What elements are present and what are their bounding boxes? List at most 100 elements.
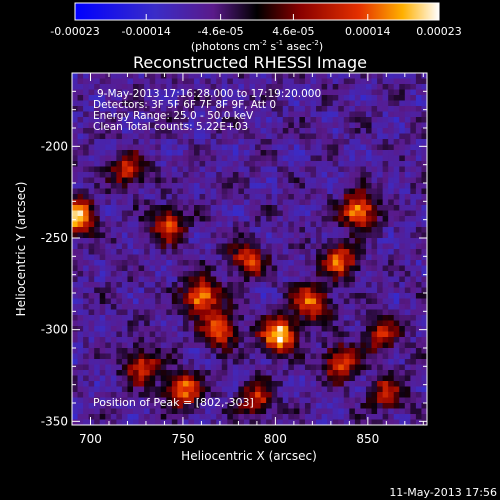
heatmap-cell [177,353,184,360]
heatmap-cell [243,210,251,217]
heatmap-cell [421,122,427,129]
heatmap-cell [205,408,212,415]
heatmap-cell [182,144,190,151]
heatmap-cell [382,232,389,239]
heatmap-cell [343,320,350,327]
heatmap-cell [205,205,212,212]
heatmap-cell [365,117,373,124]
heatmap-cell [410,375,417,382]
heatmap-cell [88,260,95,267]
heatmap-cell [249,353,256,360]
heatmap-cell [293,243,301,250]
heatmap-cell [88,320,95,327]
heatmap-cell [238,106,245,113]
heatmap-cell [166,177,173,184]
heatmap-cell [155,419,162,425]
heatmap-cell [127,276,134,283]
heatmap-cell [415,397,423,404]
heatmap-cell [177,205,184,212]
heatmap-cell [160,348,167,355]
heatmap-cell [266,117,273,124]
heatmap-cell [171,139,178,146]
heatmap-cell [349,282,356,289]
heatmap-cell [121,408,129,415]
heatmap-cell [316,106,323,113]
heatmap-cell [105,331,112,338]
heatmap-cell [260,161,267,168]
heatmap-cell [121,331,129,338]
heatmap-cell [149,232,156,239]
heatmap-cell [127,381,134,388]
heatmap-cell [266,111,273,118]
heatmap-cells [72,73,427,425]
heatmap-cell [238,238,245,245]
heatmap-cell [266,287,273,294]
heatmap-cell [221,210,228,217]
heatmap-cell [316,172,323,179]
heatmap-cell [194,221,201,228]
heatmap-cell [110,78,117,85]
heatmap-cell [77,392,84,399]
heatmap-cell [182,293,190,300]
heatmap-cell [199,106,206,113]
heatmap-cell [271,337,278,344]
heatmap-cell [177,216,184,223]
heatmap-cell [377,122,384,129]
heatmap-cell [360,392,367,399]
heatmap-cell [371,320,378,327]
heatmap-cell [249,364,256,371]
heatmap-cell [194,364,201,371]
heatmap-cell [399,331,406,338]
heatmap-cell [110,298,117,305]
heatmap-cell [210,414,217,421]
heatmap-cell [316,315,323,322]
heatmap-cell [277,199,284,206]
heatmap-cell [249,161,256,168]
heatmap-cell [138,348,145,355]
heatmap-cell [188,331,195,338]
heatmap-cell [166,359,173,366]
heatmap-cell [332,172,339,179]
heatmap-cell [321,331,328,338]
heatmap-cell [377,177,384,184]
heatmap-cell [160,320,167,327]
heatmap-cell [216,128,223,135]
heatmap-cell [343,265,350,272]
heatmap-cell [382,216,389,223]
heatmap-cell [288,392,295,399]
heatmap-cell [232,205,240,212]
heatmap-cell [293,271,301,278]
heatmap-cell [316,265,323,272]
heatmap-cell [271,155,278,162]
heatmap-cell [404,414,411,421]
heatmap-cell [332,337,339,344]
heatmap-cell [199,419,206,425]
heatmap-cell [94,183,101,190]
heatmap-cell [316,227,323,234]
heatmap-cell [271,221,278,228]
heatmap-cell [288,271,295,278]
heatmap-cell [327,89,334,96]
heatmap-cell [321,381,328,388]
heatmap-cell [310,111,317,118]
heatmap-cell [282,89,289,96]
heatmap-cell [277,172,284,179]
heatmap-cell [216,188,223,195]
heatmap-cell [288,309,295,316]
heatmap-cell [72,128,79,135]
heatmap-cell [199,326,206,333]
heatmap-cell [343,183,350,190]
heatmap-cell [121,397,129,404]
heatmap-cell [310,414,317,421]
heatmap-cell [388,216,395,223]
heatmap-cell [160,254,167,261]
heatmap-cell [299,326,306,333]
heatmap-cell [144,161,151,168]
heatmap-cell [399,397,406,404]
heatmap-cell [182,73,190,80]
heatmap-cell [199,166,206,173]
heatmap-cell [404,370,411,377]
heatmap-cell [377,249,384,256]
heatmap-cell [171,100,178,107]
heatmap-cell [72,249,79,256]
